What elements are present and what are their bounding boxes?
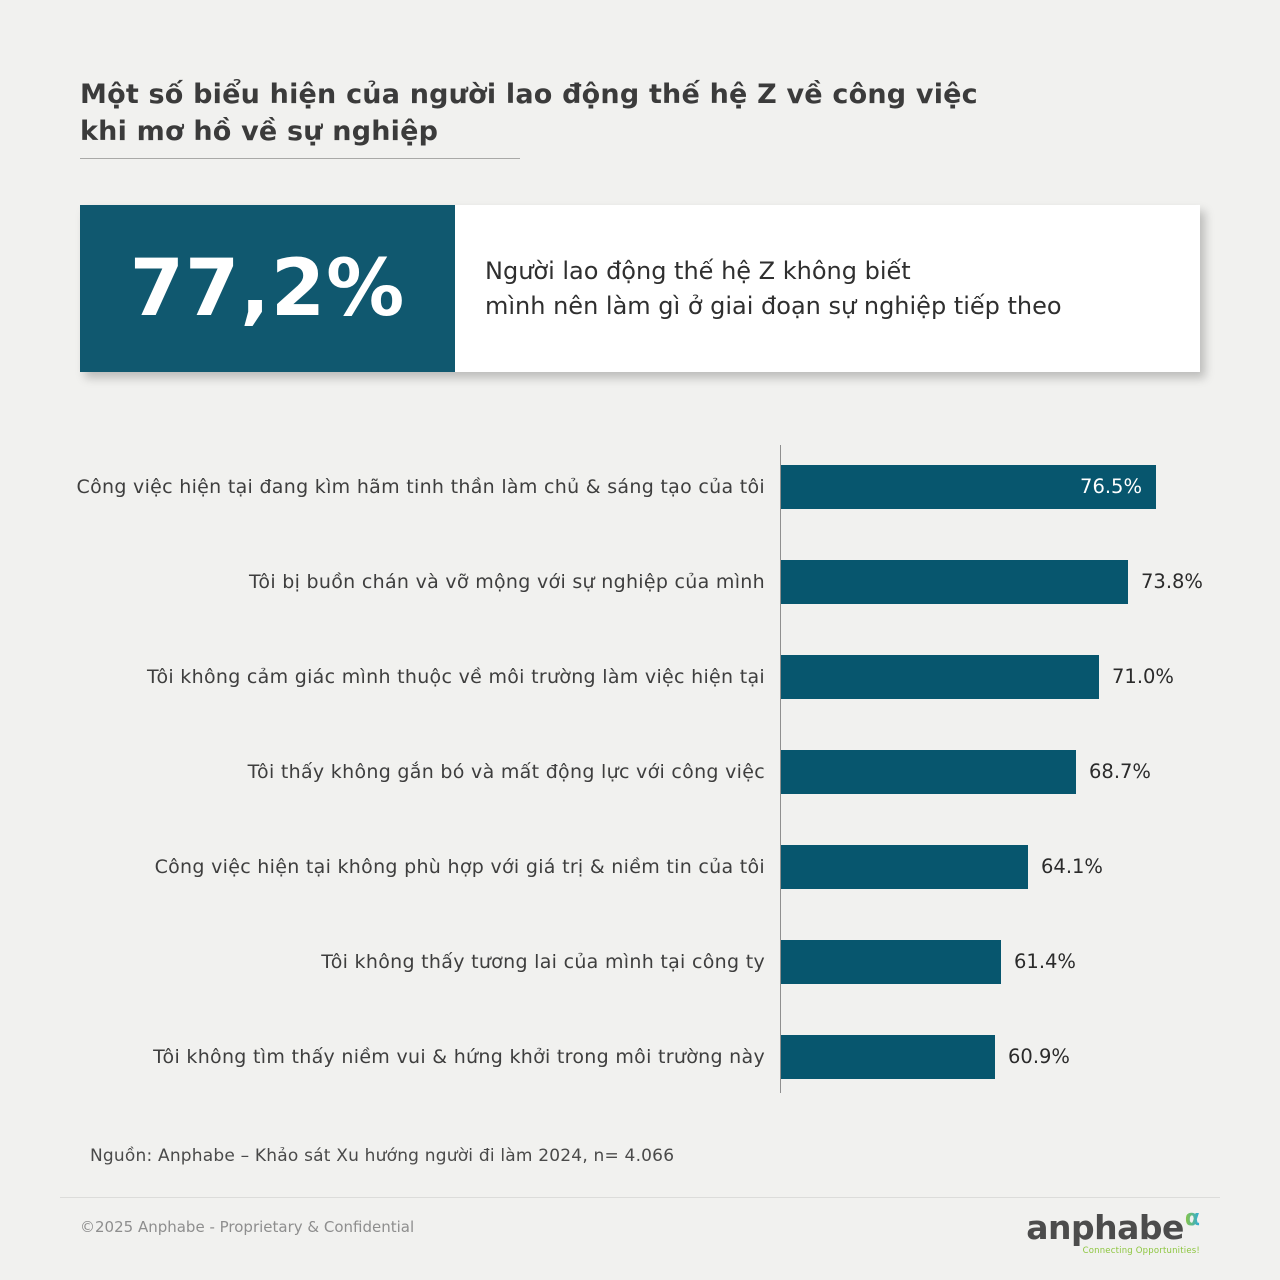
copyright-text: ©2025 Anphabe - Proprietary & Confidenti… xyxy=(80,1218,415,1236)
bar-category-label: Tôi không cảm giác mình thuộc về môi trư… xyxy=(147,666,765,688)
highlight-card: 77,2% Người lao động thế hệ Z không biết… xyxy=(80,205,1200,372)
bar xyxy=(781,655,1099,699)
bar-value-label: 61.4% xyxy=(1014,950,1076,973)
bar-category-label: Công việc hiện tại không phù hợp với giá… xyxy=(154,856,765,878)
bar-row: Tôi thấy không gắn bó và mất động lực vớ… xyxy=(0,750,1280,794)
highlight-description-box: Người lao động thế hệ Z không biết mình … xyxy=(455,205,1200,372)
anphabe-logo: anphabeα Connecting Opportunities! xyxy=(1026,1206,1200,1256)
chart-axis-line xyxy=(780,445,781,1093)
bar-row: Tôi không cảm giác mình thuộc về môi trư… xyxy=(0,655,1280,699)
bar-value-label: 68.7% xyxy=(1089,760,1151,783)
bar: 76.5% xyxy=(781,465,1156,509)
highlight-value: 77,2% xyxy=(129,243,406,334)
highlight-description-line2: mình nên làm gì ở giai đoạn sự nghiệp ti… xyxy=(485,291,1062,320)
bar-category-label: Công việc hiện tại đang kìm hãm tinh thầ… xyxy=(76,476,765,498)
highlight-description-line1: Người lao động thế hệ Z không biết xyxy=(485,257,911,286)
bar-row: Công việc hiện tại không phù hợp với giá… xyxy=(0,845,1280,889)
bar-category-label: Tôi không tìm thấy niềm vui & hứng khởi … xyxy=(153,1046,765,1068)
bar-category-label: Tôi bị buồn chán và vỡ mộng với sự nghiệ… xyxy=(249,571,765,593)
source-note: Nguồn: Anphabe – Khảo sát Xu hướng người… xyxy=(90,1146,675,1166)
bar-value-label: 60.9% xyxy=(1008,1045,1070,1068)
bar xyxy=(781,750,1076,794)
bar-row: Công việc hiện tại đang kìm hãm tinh thầ… xyxy=(0,465,1280,509)
highlight-value-box: 77,2% xyxy=(80,205,455,372)
title-underline xyxy=(80,158,520,159)
bar xyxy=(781,1035,995,1079)
footer-divider xyxy=(60,1197,1220,1198)
bar-value-label: 76.5% xyxy=(1080,475,1142,498)
bar xyxy=(781,560,1128,604)
bar-row: Tôi bị buồn chán và vỡ mộng với sự nghiệ… xyxy=(0,560,1280,604)
page-title-line1: Một số biểu hiện của người lao động thế … xyxy=(80,79,978,110)
bar xyxy=(781,845,1028,889)
page-title-line2: khi mơ hồ về sự nghiệp xyxy=(80,116,439,148)
bar-value-label: 71.0% xyxy=(1112,665,1174,688)
bar-row: Tôi không tìm thấy niềm vui & hứng khởi … xyxy=(0,1035,1280,1079)
logo-tagline: Connecting Opportunities! xyxy=(1082,1246,1200,1256)
bar-category-label: Tôi thấy không gắn bó và mất động lực vớ… xyxy=(247,761,765,783)
bar-row: Tôi không thấy tương lai của mình tại cô… xyxy=(0,940,1280,984)
page-title: Một số biểu hiện của người lao động thế … xyxy=(80,76,978,151)
bar-value-label: 73.8% xyxy=(1141,570,1203,593)
logo-wordmark: anphabe xyxy=(1026,1208,1184,1247)
bar xyxy=(781,940,1001,984)
bar-value-label: 64.1% xyxy=(1041,855,1103,878)
bar-category-label: Tôi không thấy tương lai của mình tại cô… xyxy=(321,951,765,973)
alpha-icon: α xyxy=(1184,1206,1200,1231)
